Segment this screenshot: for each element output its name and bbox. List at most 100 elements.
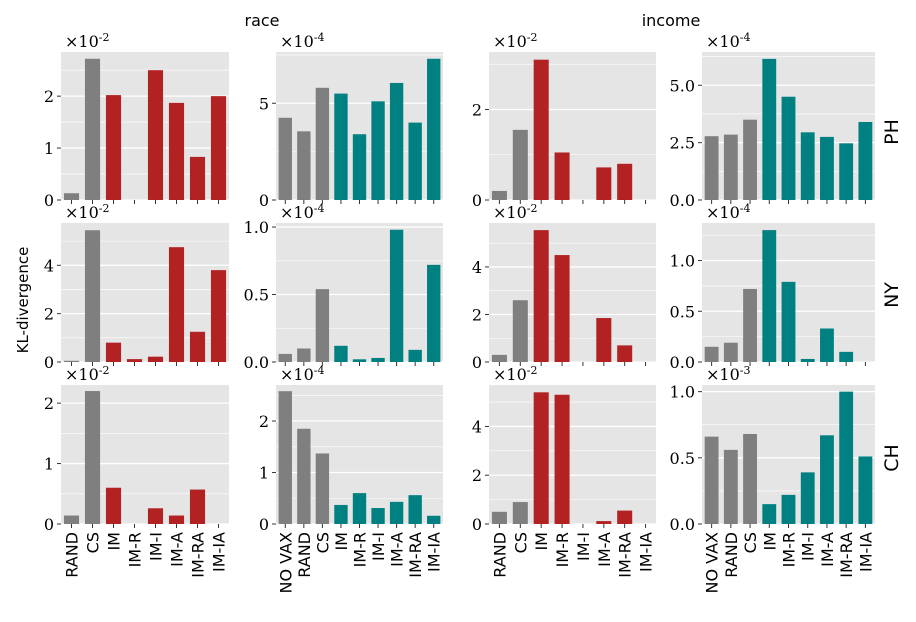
bar-im	[762, 58, 777, 200]
panel-grid: 0 1 2 ×10-2 0 5 ×10-4 0 2 ×10-2 0.0 2.5 5.0 ×10-4 0 2 4 ×…	[44, 31, 876, 593]
bar-cs	[743, 119, 757, 200]
bar-cs	[315, 453, 330, 524]
bar-cs	[512, 129, 528, 200]
bar-cs	[512, 502, 528, 524]
x-tick-label: IM-R	[780, 532, 799, 567]
y-tick-label: 5.0	[670, 76, 695, 95]
panel-ny-2: 0 2 4 ×10-2	[472, 202, 656, 372]
x-tick-label: IM-R	[553, 532, 572, 567]
x-tick-label: IM-IA	[637, 532, 656, 572]
bar-im-i	[800, 358, 815, 362]
x-tick-label: IM-I	[799, 532, 818, 561]
bar-im-a	[389, 82, 404, 200]
bar-im-a	[820, 136, 834, 200]
bar-cs	[315, 289, 330, 362]
y-tick-label: 2	[259, 412, 269, 431]
x-tick-label: IM-R	[126, 532, 145, 567]
x-tick-label: NO VAX	[276, 532, 295, 594]
y-axis-exponent: ×10-2	[65, 364, 109, 384]
bar-cs	[743, 288, 757, 362]
y-tick-label: 4	[472, 417, 482, 436]
y-tick-label: 1.0	[244, 218, 269, 237]
column-title-race: race	[244, 11, 279, 30]
bar-im-i	[800, 472, 815, 524]
bar-rand	[297, 131, 311, 200]
bar-cs	[84, 391, 101, 524]
y-tick-label: 1.0	[670, 383, 695, 402]
x-tick-label: CS	[741, 532, 760, 553]
bar-no-vax	[278, 353, 292, 362]
y-tick-label: 0.5	[244, 286, 269, 305]
x-tick-label: IM	[532, 532, 551, 551]
x-tick-label: IM	[760, 532, 779, 551]
y-tick-label: 4	[472, 258, 482, 277]
y-tick-label: 1	[259, 464, 269, 483]
bar-rand	[491, 511, 507, 524]
bar-cs	[315, 87, 330, 200]
bar-rand	[491, 354, 507, 362]
panel-ch-3: 0.0 0.5 1.0 ×10-3 NO VAX RAND CS IM IM-R IM-I IM-A…	[670, 364, 876, 593]
panel-ph-3: 0.0 2.5 5.0 ×10-4	[670, 31, 875, 210]
bar-rand	[723, 449, 738, 524]
y-axis-exponent: ×10-4	[706, 202, 750, 222]
y-tick-label: 2	[472, 100, 482, 119]
y-tick-label: 0	[44, 191, 54, 210]
bar-im-a	[168, 515, 185, 524]
bar-im-ia	[427, 264, 441, 362]
y-tick-label: 0.5	[670, 302, 695, 321]
bar-im-r	[126, 359, 143, 362]
x-tick-label: IM-I	[369, 532, 388, 561]
x-tick-label: IM-RA	[406, 532, 425, 578]
bar-im-ia	[858, 456, 873, 524]
y-tick-label: 0	[44, 353, 54, 372]
y-tick-label: 0.0	[670, 353, 695, 372]
bar-im-ia	[858, 121, 873, 200]
y-tick-label: 1	[44, 139, 54, 158]
panel-ch-0: 0 1 2 ×10-2 RAND CS IM IM-R IM-I IM-A IM-RA IM-IA	[44, 364, 229, 578]
panel-ch-2: 0 2 4 ×10-2 RAND CS IM IM-R IM-I IM-A IM-RA IM-IA	[472, 364, 656, 578]
row-label-ny: NY	[881, 282, 903, 308]
bar-im-r	[554, 152, 570, 200]
x-tick-label: NO VAX	[703, 532, 722, 594]
bar-im-r	[352, 134, 367, 200]
y-tick-label: 0.0	[244, 353, 269, 372]
x-tick-label: IM-RA	[837, 532, 856, 578]
bar-rand	[297, 428, 311, 524]
y-tick-label: 2	[472, 305, 482, 324]
x-tick-label: IM-I	[574, 532, 593, 561]
x-tick-label: IM-IA	[210, 532, 229, 572]
bar-rand	[63, 360, 80, 362]
bar-im	[762, 230, 777, 362]
x-tick-label: IM-A	[388, 532, 407, 567]
bar-im	[105, 342, 122, 362]
y-tick-label: 0	[259, 515, 269, 534]
y-tick-label: 2	[472, 466, 482, 485]
panel-ph-0: 0 1 2 ×10-2	[44, 31, 229, 210]
y-axis-exponent: ×10-2	[65, 31, 109, 51]
bar-im-r	[352, 359, 367, 362]
bar-rand	[63, 515, 80, 524]
bar-im	[533, 59, 549, 201]
x-tick-label: IM-RA	[616, 532, 635, 578]
y-axis-exponent: ×10-4	[280, 364, 324, 384]
row-label-ch: CH	[881, 444, 903, 472]
row-label-ph: PH	[881, 119, 903, 145]
bar-im-a	[389, 501, 404, 524]
y-axis-exponent: ×10-4	[280, 202, 324, 222]
bar-im-i	[147, 70, 164, 200]
bar-im-ra	[617, 163, 633, 200]
x-tick-label: RAND	[722, 532, 741, 578]
bar-im-ra	[839, 143, 854, 200]
bar-cs	[743, 433, 757, 524]
bar-no-vax	[704, 436, 719, 524]
bar-im-ra	[189, 489, 206, 524]
bar-im-a	[820, 328, 834, 362]
bar-im-ra	[189, 331, 206, 362]
bar-no-vax	[278, 391, 292, 524]
bar-no-vax	[278, 117, 292, 200]
x-tick-label: RAND	[63, 532, 82, 578]
y-tick-label: 0	[472, 353, 482, 372]
y-tick-label: 0.5	[670, 449, 695, 468]
bar-im-r	[781, 494, 796, 524]
